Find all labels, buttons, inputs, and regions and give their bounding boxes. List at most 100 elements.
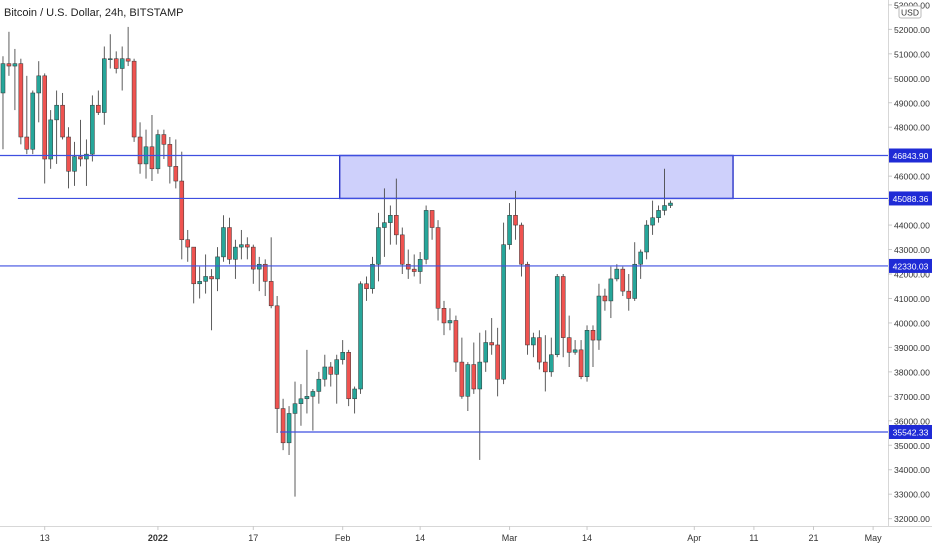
candle-body-down [137, 136, 143, 165]
candle [286, 406, 292, 456]
time-tick-label: 11 [749, 533, 758, 543]
candle [608, 266, 614, 319]
resistance-zone-layer [339, 154, 734, 200]
resistance-zone[interactable] [339, 154, 734, 200]
price-tick-label: 37000.00 [894, 392, 930, 402]
candles-layer [0, 26, 673, 497]
candle [471, 342, 477, 394]
price-tick-label: 43000.00 [894, 245, 930, 255]
candle-body-up [388, 215, 393, 223]
candle-body-up [0, 63, 6, 94]
price-axis[interactable]: 53000.00 52000.00 51000.00 50000.00 49000.00… [888, 0, 930, 524]
candle [602, 288, 608, 311]
candle [328, 362, 334, 387]
candle [227, 217, 232, 265]
horizontal-lines-layer[interactable] [0, 154, 888, 433]
candle-body-down [149, 146, 155, 170]
candle-body-up [215, 256, 220, 280]
price-line-label-bg [889, 258, 932, 273]
candle [185, 229, 191, 262]
candle-body-up [90, 104, 95, 155]
candle-body-up [155, 134, 161, 170]
candle [358, 281, 363, 394]
candle-body-down [66, 136, 71, 172]
price-tick-label: 33000.00 [894, 490, 930, 500]
price-tick-label: 38000.00 [894, 367, 930, 377]
candle [441, 300, 447, 336]
candle-body-down [113, 58, 119, 69]
candle [340, 340, 345, 365]
price-line-label: 42330.03 [889, 258, 932, 273]
candle-body-up [584, 330, 590, 378]
candle-body-down [519, 224, 524, 265]
candle-body-up [102, 58, 107, 113]
candle [423, 205, 429, 265]
candle-body-down [394, 215, 399, 236]
candle-body-up [239, 244, 244, 248]
time-tick-label: 13 [40, 533, 50, 543]
candle-body-up [596, 295, 602, 341]
time-axis[interactable]: 13 2022 17 Feb 14 Mar 14 Apr 11 21 May [40, 526, 882, 543]
candle-body-down [268, 281, 274, 307]
candle [24, 75, 30, 155]
candle [292, 381, 298, 497]
candle [662, 168, 667, 216]
price-line-label-text: 46843.90 [893, 151, 929, 161]
candle-body-up [119, 58, 125, 69]
candle-body-up [316, 378, 322, 392]
candle-body-down [513, 215, 518, 226]
candle [364, 276, 369, 301]
price-tick-label: 44000.00 [894, 221, 930, 231]
price-tick-label: 36000.00 [894, 416, 930, 426]
candle [638, 249, 643, 279]
candle [179, 151, 185, 260]
currency-badge-text: USD [901, 8, 919, 18]
candle-body-up [298, 398, 304, 404]
candle-body-up [84, 153, 89, 160]
candle-body-up [554, 276, 560, 355]
candle-body-down [471, 364, 477, 390]
price-line-label: 35542.33 [889, 424, 932, 439]
candle [72, 141, 77, 186]
candle-body-up [376, 227, 381, 265]
price-labels-layer: 46843.90 45088.36 42330.03 35542.33 [889, 148, 932, 439]
candle [584, 325, 590, 382]
price-tick-label: 53000.00 [894, 0, 930, 10]
candle-body-up [352, 388, 357, 400]
candle [102, 46, 107, 125]
candle [376, 212, 381, 282]
candle-body-down [227, 227, 232, 260]
candle-body-down [251, 246, 256, 270]
candle-body-down [6, 63, 12, 67]
candle-body-down [274, 305, 280, 409]
candle-body-down [161, 134, 167, 145]
price-tick-label: 52000.00 [894, 25, 930, 35]
candle-body-up [483, 342, 488, 363]
candle-body-up [233, 246, 238, 260]
candle-body-up [572, 349, 578, 353]
candle [495, 327, 500, 397]
candle [334, 354, 340, 404]
time-tick-label: May [865, 533, 883, 543]
candle-body-up [334, 359, 340, 375]
candle-body-down [280, 408, 286, 444]
candle [453, 315, 459, 372]
candle-body-up [221, 227, 226, 258]
candle-body-down [453, 320, 459, 363]
candle-body-up [203, 276, 208, 282]
candle [304, 349, 310, 414]
candle-body-down [262, 263, 268, 282]
candle [245, 237, 250, 260]
candle-body-up [501, 244, 506, 380]
candle-body-down [131, 60, 137, 138]
candle-body-down [459, 361, 465, 397]
candle-body-up [638, 251, 643, 265]
candle-body-up [423, 210, 429, 260]
currency-badge[interactable]: USD [898, 5, 922, 19]
price-tick-label: 42000.00 [894, 270, 930, 280]
candle-body-down [18, 63, 24, 138]
time-tick-label: 14 [415, 533, 425, 543]
candle-body-up [382, 222, 387, 228]
